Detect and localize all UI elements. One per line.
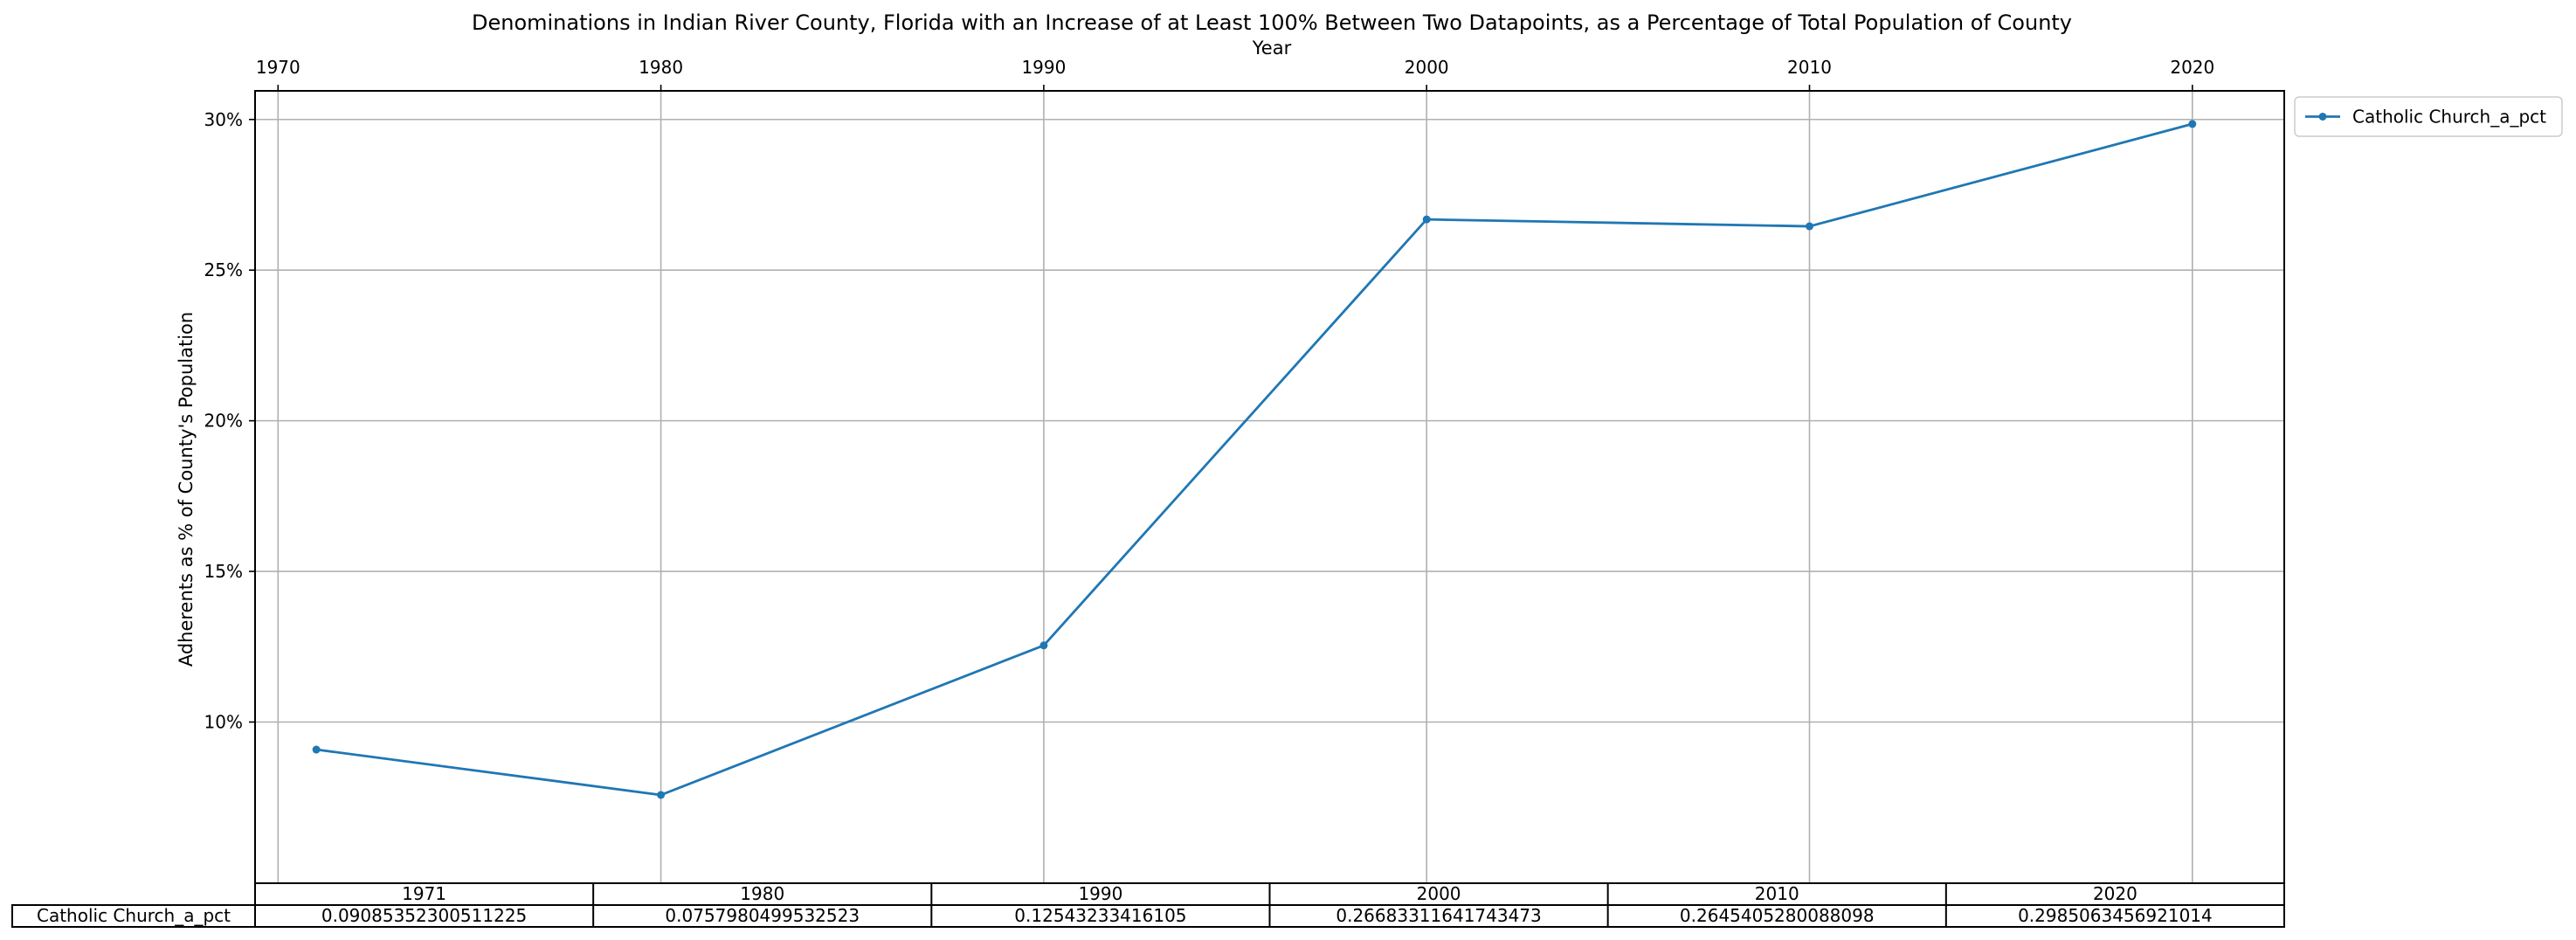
legend-label: Catholic Church_a_pct xyxy=(2352,107,2546,128)
x-tick-label: 2020 xyxy=(2170,57,2214,78)
x-axis-label: Year xyxy=(1252,38,1292,59)
table-cell: 0.2645405280088098 xyxy=(1680,905,1875,926)
x-tick-label: 1990 xyxy=(1021,57,1066,78)
x-tick-label: 2010 xyxy=(1787,57,1832,78)
grid-lines xyxy=(255,91,2284,883)
data-point xyxy=(1422,215,1431,224)
y-axis-label: Adherents as % of County's Population xyxy=(176,312,197,667)
table-cell: 0.0757980499532523 xyxy=(665,905,860,926)
y-tick-label: 15% xyxy=(204,561,243,582)
series-layer xyxy=(312,120,2197,799)
data-point xyxy=(1806,222,1814,231)
data-point xyxy=(1039,641,1048,650)
table-column-header: 1980 xyxy=(740,883,784,904)
table-row-label: Catholic Church_a_pct xyxy=(37,905,231,926)
x-tick-label: 2000 xyxy=(1405,57,1449,78)
x-tick-label: 1980 xyxy=(639,57,683,78)
chart-title: Denominations in Indian River County, Fl… xyxy=(472,10,2072,35)
table-column-header: 1971 xyxy=(402,883,446,904)
y-tick-label: 30% xyxy=(204,109,243,130)
legend-box xyxy=(2294,96,2563,137)
table-column-header: 2010 xyxy=(1755,883,1799,904)
table-column-header: 2000 xyxy=(1417,883,1461,904)
data-point xyxy=(312,745,321,754)
y-tick-label: 20% xyxy=(204,411,243,432)
data-point xyxy=(2188,120,2197,128)
y-tick-label: 10% xyxy=(204,711,243,732)
plot-frame xyxy=(254,90,2285,884)
table-cell: 0.2985063456921014 xyxy=(2018,905,2213,926)
table-cell: 0.09085352300511225 xyxy=(321,905,527,926)
table-column-header: 2020 xyxy=(2093,883,2137,904)
table-column-header: 1990 xyxy=(1078,883,1122,904)
legend-marker xyxy=(2318,113,2327,121)
table-cell: 0.26683311641743473 xyxy=(1336,905,1541,926)
data-point xyxy=(657,791,666,799)
legend: Catholic Church_a_pct xyxy=(2294,96,2563,137)
axis-ticks: 1970 1980 1990 2000 2010 2020 10% 15% 20% 25% 30% xyxy=(204,57,2215,732)
x-tick-label: 1970 xyxy=(256,57,300,78)
table-data-row xyxy=(11,904,2285,928)
y-tick-label: 25% xyxy=(204,259,243,280)
table-cell: 0.12543233416105 xyxy=(1014,905,1186,926)
series-line xyxy=(315,122,2193,797)
